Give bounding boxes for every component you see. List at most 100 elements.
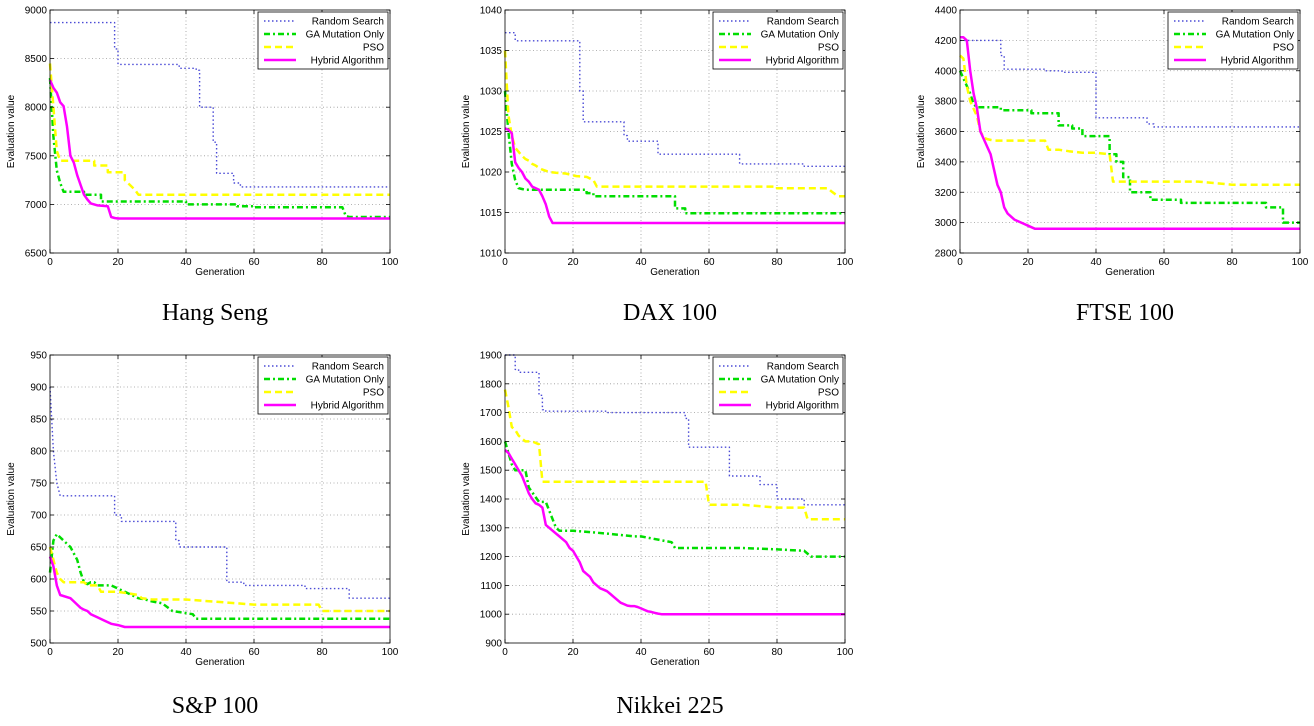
legend-label: Random Search <box>767 362 839 373</box>
x-tick-label: 0 <box>502 257 508 268</box>
y-tick-label: 850 <box>30 415 47 426</box>
x-tick-label: 100 <box>837 647 854 658</box>
y-tick-label: 1035 <box>480 46 503 57</box>
y-tick-label: 3600 <box>935 127 958 138</box>
x-tick-label: 20 <box>567 257 579 268</box>
x-tick-label: 40 <box>180 257 192 268</box>
x-tick-label: 0 <box>47 647 53 658</box>
x-tick-label: 40 <box>635 647 647 658</box>
y-tick-label: 3800 <box>935 97 958 108</box>
x-tick-label: 0 <box>47 257 53 268</box>
legend-label: PSO <box>1273 43 1294 54</box>
y-tick-label: 1010 <box>480 249 503 260</box>
x-tick-label: 80 <box>771 257 783 268</box>
legend-label: Hybrid Algorithm <box>766 401 839 412</box>
y-tick-label: 1600 <box>480 437 503 448</box>
x-tick-label: 0 <box>502 647 508 658</box>
y-tick-label: 4000 <box>935 66 958 77</box>
chart-panel-dax-100: 0 20 40 60 80 100 1010 1015 1020 1025 1030 1035 1040… <box>455 0 885 360</box>
legend-label: GA Mutation Only <box>306 30 384 41</box>
y-tick-label: 8000 <box>25 103 48 114</box>
y-axis-label: Evaluation value <box>461 94 472 168</box>
x-axis-label: Generation <box>650 267 699 278</box>
x-tick-label: 60 <box>248 257 260 268</box>
series-line-random-search <box>960 39 1300 128</box>
series-line-ga-mutation-only <box>48 77 390 219</box>
x-tick-label: 60 <box>703 257 715 268</box>
x-tick-label: 20 <box>112 257 124 268</box>
series-line-ga-mutation-only <box>958 70 1300 224</box>
legend-label: Random Search <box>312 17 384 28</box>
series-line-pso <box>48 546 390 613</box>
y-tick-label: 950 <box>30 351 47 362</box>
y-tick-label: 1025 <box>480 127 503 138</box>
legend-label: Random Search <box>312 362 384 373</box>
x-tick-label: 80 <box>771 647 783 658</box>
y-tick-label: 800 <box>30 447 47 458</box>
x-tick-label: 100 <box>1292 257 1309 268</box>
series-line-random-search <box>505 354 845 506</box>
y-tick-label: 9000 <box>25 6 48 17</box>
series-line-random-search <box>505 32 845 168</box>
y-axis-label: Evaluation value <box>461 462 472 536</box>
y-tick-label: 1020 <box>480 168 503 179</box>
x-tick-label: 80 <box>1226 257 1238 268</box>
series-line-ga-mutation-only <box>48 532 390 620</box>
x-tick-label: 40 <box>635 257 647 268</box>
x-axis-label: Generation <box>195 657 244 668</box>
y-tick-label: 7000 <box>25 200 48 211</box>
y-tick-label: 4400 <box>935 6 958 17</box>
y-tick-label: 750 <box>30 479 47 490</box>
legend-label: PSO <box>363 388 384 399</box>
x-tick-label: 40 <box>1090 257 1102 268</box>
chart-caption-dax-100: DAX 100 <box>623 300 717 326</box>
y-tick-label: 3000 <box>935 218 958 229</box>
y-tick-label: 1030 <box>480 87 503 98</box>
x-tick-label: 80 <box>316 257 328 268</box>
y-tick-label: 550 <box>30 607 47 618</box>
y-tick-label: 700 <box>30 511 47 522</box>
y-axis-label: Evaluation value <box>916 94 927 168</box>
legend-label: PSO <box>363 43 384 54</box>
y-tick-label: 1015 <box>480 208 503 219</box>
y-tick-label: 1400 <box>480 495 503 506</box>
x-axis-label: Generation <box>195 267 244 278</box>
x-tick-label: 20 <box>567 647 579 658</box>
series-line-hybrid-algorithm <box>504 127 845 225</box>
series-line-pso <box>48 63 390 196</box>
x-tick-label: 100 <box>382 647 399 658</box>
x-tick-label: 20 <box>1022 257 1034 268</box>
y-tick-label: 1300 <box>480 523 503 534</box>
series-line-hybrid-algorithm <box>48 79 390 220</box>
legend-label: Hybrid Algorithm <box>311 401 384 412</box>
legend-label: Hybrid Algorithm <box>311 56 384 67</box>
x-tick-label: 80 <box>316 647 328 658</box>
series-line-hybrid-algorithm <box>48 556 390 629</box>
chart-caption-ftse-100: FTSE 100 <box>1075 300 1174 326</box>
y-tick-label: 1100 <box>480 581 502 592</box>
y-tick-label: 4200 <box>935 36 958 47</box>
series-line-random-search <box>49 386 390 599</box>
legend-label: PSO <box>818 43 839 54</box>
x-axis-label: Generation <box>650 657 699 668</box>
y-tick-label: 1200 <box>480 552 503 563</box>
y-axis-label: Evaluation value <box>6 94 17 168</box>
x-tick-label: 40 <box>180 647 192 658</box>
y-tick-label: 7500 <box>25 151 48 162</box>
legend-box <box>257 356 389 415</box>
y-tick-label: 1000 <box>480 610 503 621</box>
legend-label: GA Mutation Only <box>1216 30 1294 41</box>
series-line-pso <box>959 54 1300 186</box>
y-tick-label: 2800 <box>935 249 958 260</box>
x-tick-label: 20 <box>112 647 124 658</box>
chart-panel-sp-100: 0 20 40 60 80 100 500 550 600 650 700 750 800 850 900 9… <box>0 345 430 720</box>
y-tick-label: 1900 <box>480 351 503 362</box>
x-tick-label: 60 <box>1158 257 1170 268</box>
chart-svg-nikkei-225: 0 20 40 60 80 100 900 1000 1100 1200 1300 1400 1500 1… <box>461 351 854 669</box>
legend-label: Hybrid Algorithm <box>766 56 839 67</box>
legend-label: Random Search <box>1222 17 1294 28</box>
y-tick-label: 1040 <box>480 6 503 17</box>
x-tick-label: 100 <box>837 257 854 268</box>
legend-label: GA Mutation Only <box>761 30 839 41</box>
chart-panel-nikkei-225: 0 20 40 60 80 100 900 1000 1100 1200 1300 1400 1500 1… <box>455 345 885 720</box>
